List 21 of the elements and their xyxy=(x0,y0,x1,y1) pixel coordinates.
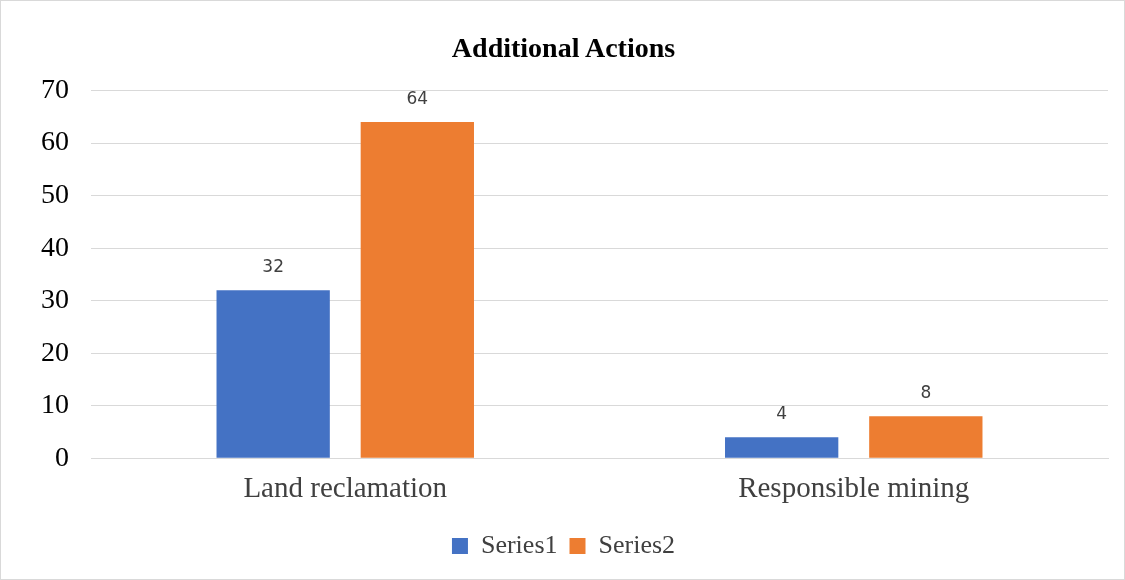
data-label: 8 xyxy=(920,382,932,403)
y-tick-label: 50 xyxy=(41,177,69,209)
bar xyxy=(216,290,330,458)
chart-title: Additional Actions xyxy=(451,32,676,64)
bar xyxy=(725,437,839,458)
y-tick-label: 0 xyxy=(55,440,69,472)
y-tick-label: 10 xyxy=(41,388,69,420)
y-tick-label: 30 xyxy=(41,283,69,315)
legend-label: Series2 xyxy=(598,529,676,559)
data-label: 64 xyxy=(406,88,429,109)
y-tick-label: 40 xyxy=(41,230,69,262)
legend-label: Series1 xyxy=(480,529,558,559)
data-label: 32 xyxy=(262,256,284,277)
bar xyxy=(360,122,474,458)
y-tick-label: 70 xyxy=(41,72,69,104)
y-tick-label: 60 xyxy=(41,125,69,157)
y-tick-label: 20 xyxy=(41,335,69,367)
x-tick-label: Land reclamation xyxy=(243,471,448,504)
x-tick-label: Responsible mining xyxy=(738,471,970,504)
data-label: 4 xyxy=(776,403,788,424)
bar xyxy=(869,416,983,458)
